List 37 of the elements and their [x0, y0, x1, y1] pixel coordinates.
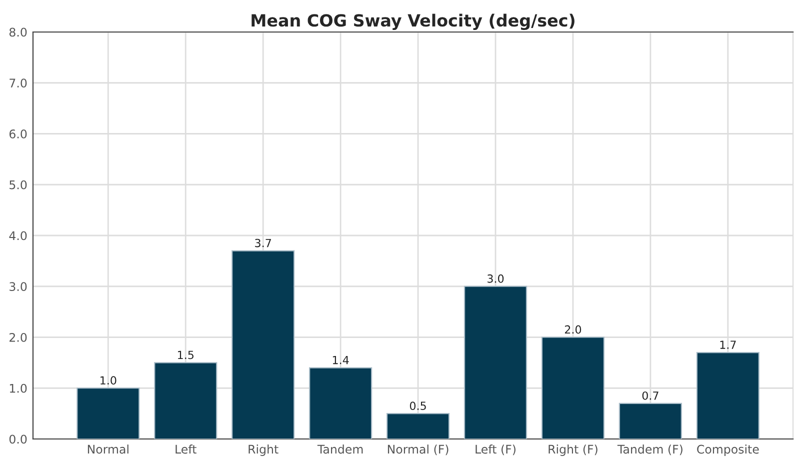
y-tick-label: 8.0: [9, 28, 27, 37]
data-label: 3.7: [255, 238, 271, 248]
x-tick-label: Left (F): [476, 444, 516, 456]
data-label: 1.4: [332, 356, 349, 364]
data-label: 3.0: [488, 274, 504, 283]
y-tick-label: 1.0: [10, 384, 27, 393]
x-tick-label: Tandem (F): [617, 444, 682, 456]
x-tick-label: Normal: [88, 444, 128, 454]
y-tick-label: 7.0: [10, 78, 27, 88]
y-tick-label: 5.0: [10, 180, 27, 190]
y-tick-label: 6.0: [9, 129, 27, 138]
bar: [618, 402, 682, 439]
y-tick-label: 3.0: [10, 282, 27, 292]
bar: [696, 352, 760, 439]
bar: [154, 362, 218, 439]
bar: [309, 367, 372, 439]
bar: [386, 413, 450, 439]
bar: [76, 388, 140, 439]
y-tick-label: 0.0: [9, 434, 27, 444]
bar: [464, 286, 528, 439]
y-tick-label: 4.0: [9, 231, 27, 240]
data-label: 1.0: [100, 376, 116, 385]
data-label: 1.5: [178, 350, 194, 360]
y-tick-label: 2.0: [10, 332, 27, 342]
x-tick-label: Left: [176, 444, 196, 454]
data-label: 0.7: [642, 391, 658, 400]
x-tick-label: Right (F): [548, 444, 598, 456]
x-tick-label: Normal (F): [388, 444, 448, 456]
x-tick-label: Composite: [697, 444, 759, 456]
bar: [541, 336, 605, 439]
data-label: 1.7: [720, 340, 736, 349]
chart-title: Mean COG Sway Velocity (deg/sec): [252, 14, 574, 30]
x-tick-label: Right: [248, 444, 278, 456]
bar: [232, 250, 295, 439]
data-label: 0.5: [410, 402, 426, 410]
x-tick-label: Tandem: [317, 444, 363, 454]
data-label: 2.0: [564, 325, 582, 334]
